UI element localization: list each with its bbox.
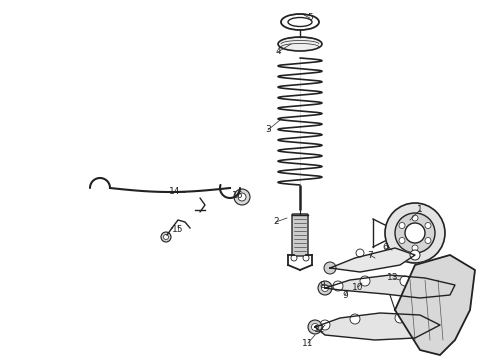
Circle shape [405,223,425,243]
Text: 12: 12 [314,325,326,334]
Text: 4: 4 [275,48,281,57]
Circle shape [312,324,318,330]
Circle shape [425,238,431,243]
Circle shape [395,313,405,323]
Text: 14: 14 [170,188,181,197]
Circle shape [425,318,435,328]
Text: 10: 10 [352,283,364,292]
Text: 2: 2 [273,217,279,226]
Circle shape [164,234,169,239]
Circle shape [412,215,418,221]
Text: 1: 1 [417,206,423,215]
Circle shape [318,281,332,295]
Text: 8: 8 [319,280,325,289]
Circle shape [350,314,360,324]
FancyBboxPatch shape [292,214,308,256]
Circle shape [303,255,309,261]
Circle shape [399,238,405,243]
Text: 11: 11 [302,338,314,347]
Circle shape [234,189,250,205]
Circle shape [410,250,420,260]
Circle shape [412,245,418,251]
Circle shape [324,262,336,274]
Ellipse shape [278,37,322,51]
Text: 15: 15 [172,225,184,234]
Text: 7: 7 [367,251,373,260]
Circle shape [161,232,171,242]
Circle shape [425,222,431,229]
Circle shape [385,203,445,263]
Polygon shape [395,255,475,355]
Circle shape [238,193,246,201]
Circle shape [321,284,328,292]
Circle shape [395,213,435,253]
Text: 16: 16 [232,190,244,199]
Circle shape [400,276,410,286]
Circle shape [291,255,297,261]
Text: 9: 9 [342,291,348,300]
Polygon shape [315,313,440,340]
Circle shape [356,249,364,257]
Circle shape [333,281,343,291]
Circle shape [440,282,450,292]
Circle shape [308,320,322,334]
Text: 6: 6 [382,243,388,252]
Text: 3: 3 [265,126,271,135]
Polygon shape [330,248,415,272]
Text: 13: 13 [387,274,399,283]
Circle shape [360,276,370,286]
Circle shape [320,320,330,330]
Circle shape [399,222,405,229]
Polygon shape [325,275,455,298]
Text: 5: 5 [307,13,313,22]
